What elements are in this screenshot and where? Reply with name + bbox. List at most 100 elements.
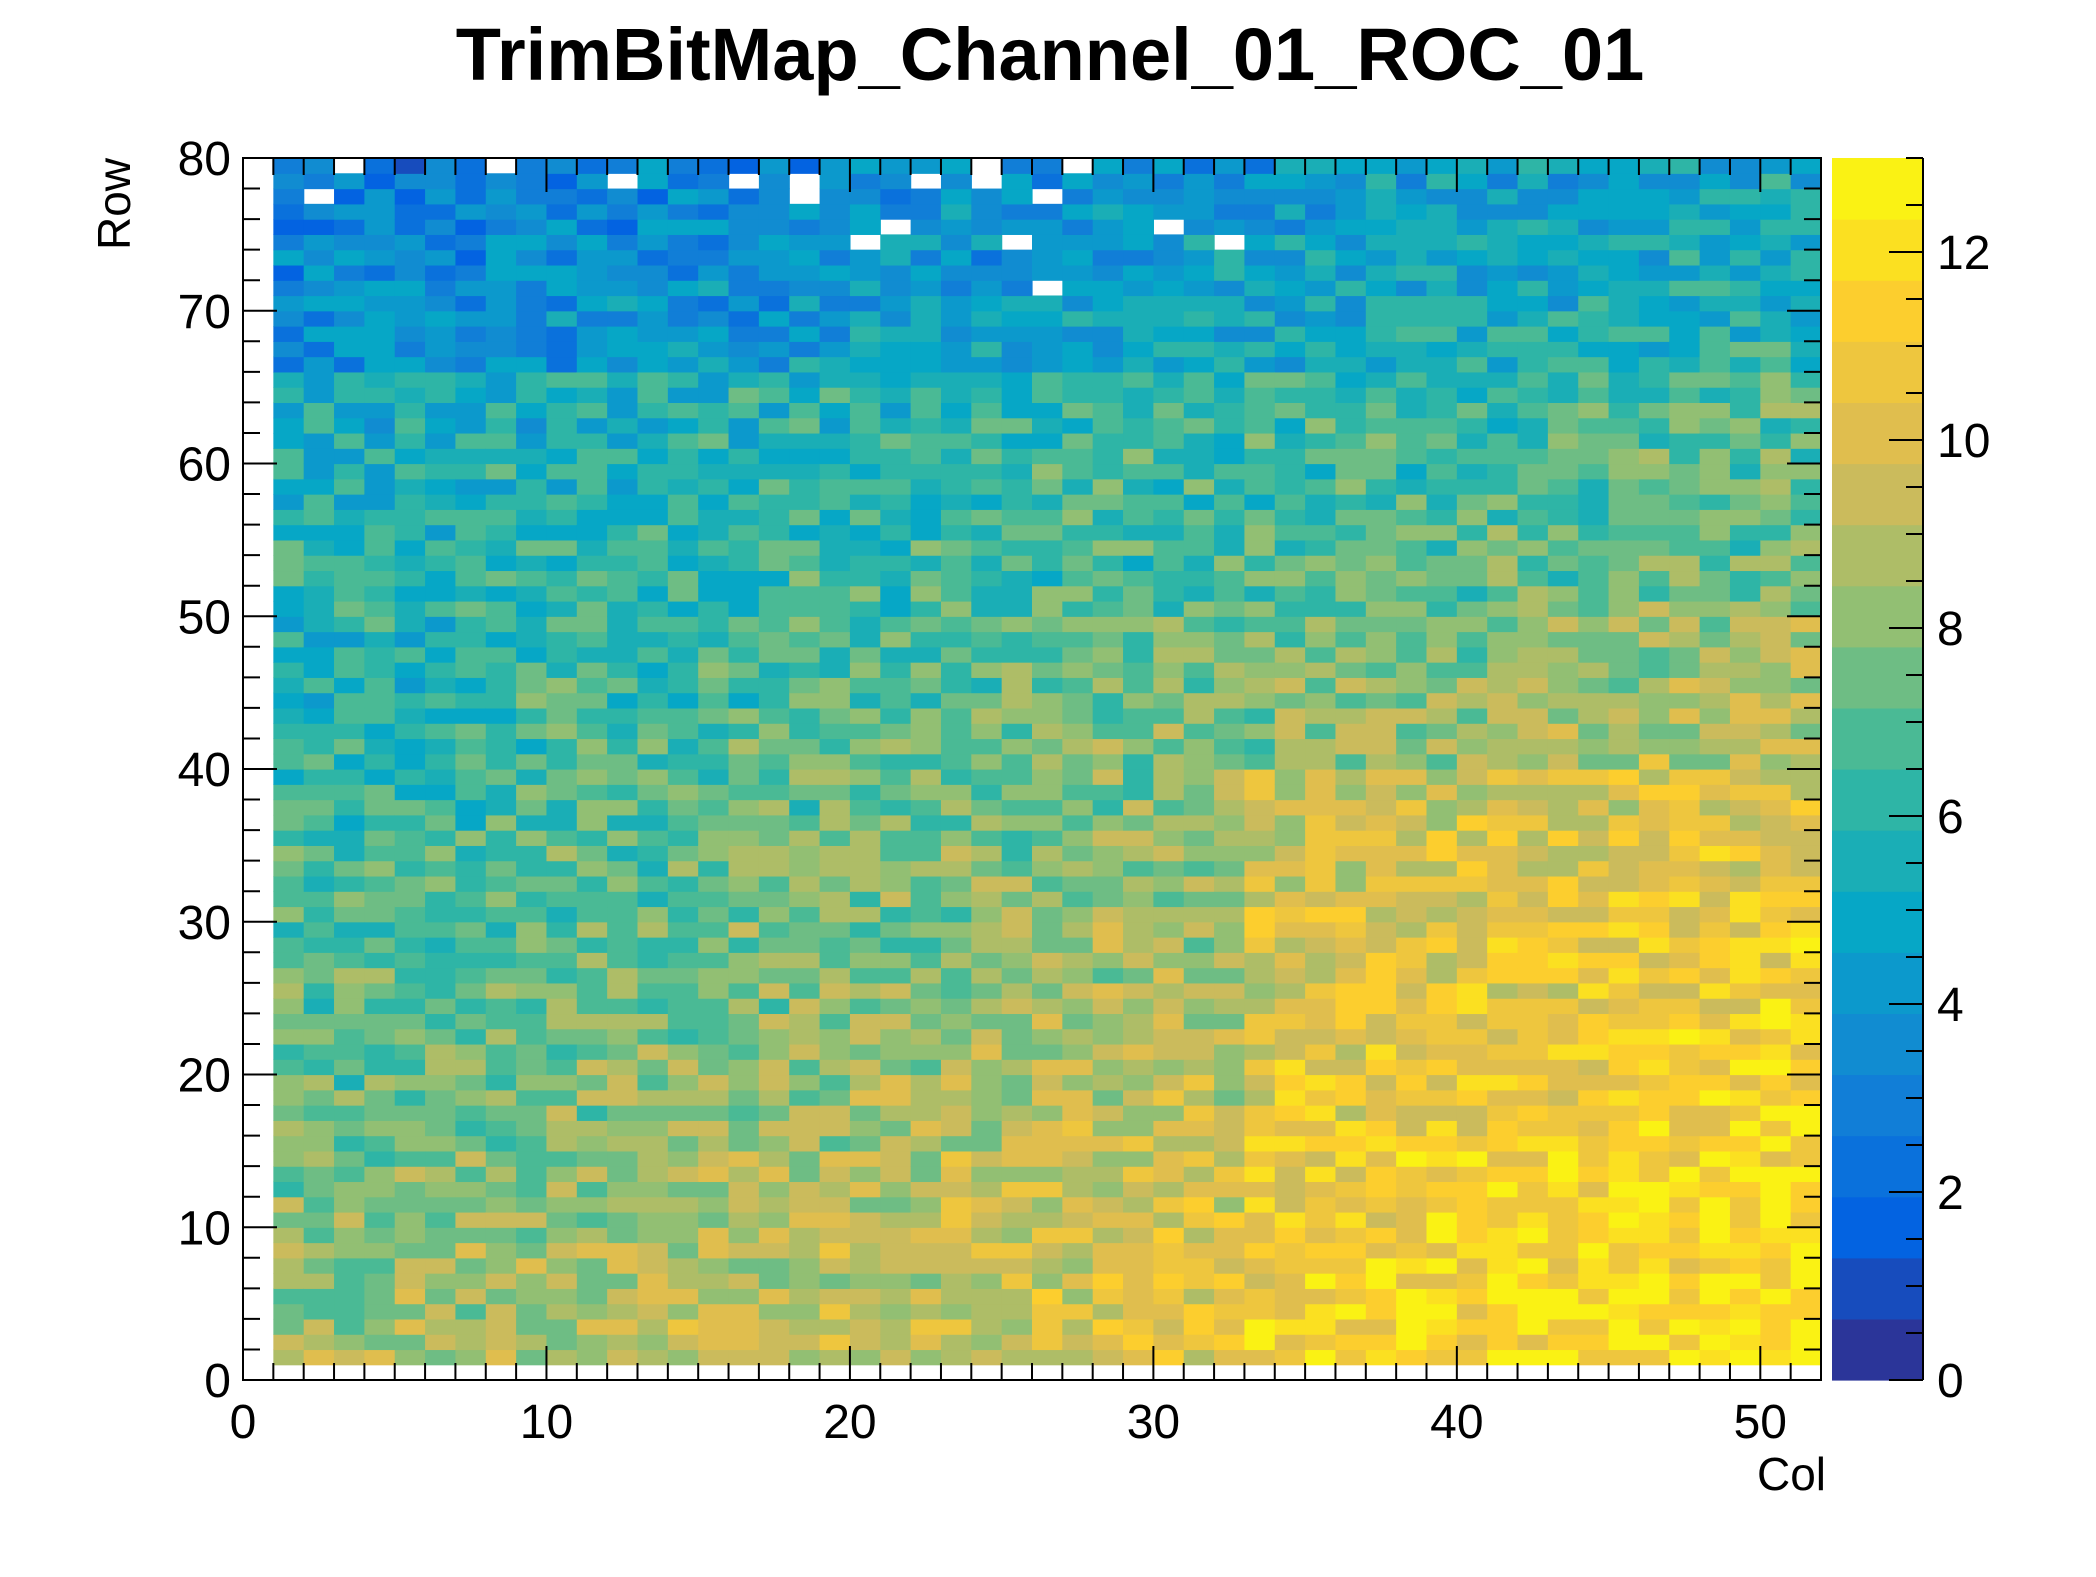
heatmap-cell [637,692,669,709]
heatmap-cell [364,998,396,1015]
heatmap-cell [425,570,457,587]
heatmap-cell [1396,1273,1428,1289]
heatmap-cell [1305,524,1337,541]
heatmap-cell [1335,219,1367,235]
heatmap-cell [1790,1288,1822,1305]
heatmap-cell [910,1334,942,1351]
heatmap-cell [546,723,578,740]
heatmap-cell [1396,524,1428,541]
heatmap-cell [789,875,821,892]
heatmap-cell [880,432,912,449]
heatmap-cell [546,860,578,877]
heatmap-cell [758,1181,790,1198]
heatmap-cell [1547,555,1579,572]
heatmap-cell [303,158,335,174]
heatmap-cell [1487,692,1519,709]
heatmap-cell [1092,707,1124,724]
heatmap-cell [303,524,335,541]
heatmap-cell [971,952,1003,969]
heatmap-cell [667,1074,699,1091]
heatmap-cell [1305,387,1337,403]
heatmap-cell [1578,371,1610,388]
heatmap-cell [516,1135,548,1152]
heatmap-cell [1365,616,1397,633]
heatmap-cell [819,264,851,281]
heatmap-cell [1547,769,1579,785]
heatmap-cell [1487,707,1519,724]
color-scale-swatch [1832,830,1923,892]
heatmap-cell [910,1150,942,1167]
heatmap-cell [698,677,730,694]
heatmap-cell [334,1227,365,1244]
heatmap-cell [1517,494,1549,510]
heatmap-cell [667,799,699,816]
heatmap-cell [1578,1105,1610,1121]
heatmap-cell [1729,158,1761,174]
heatmap-cell [819,326,851,342]
heatmap-cell [607,982,639,999]
heatmap-cell [1760,982,1792,999]
heatmap-cell [394,341,426,358]
heatmap-cell [1153,509,1185,526]
heatmap-cell [1214,937,1246,953]
heatmap-cell [667,203,699,220]
heatmap-cell [455,326,487,342]
heatmap-cell [971,1120,1003,1137]
heatmap-cell [1092,326,1124,342]
heatmap-cell [1578,967,1610,984]
heatmap-cell [607,1059,639,1076]
heatmap-cell [728,1135,760,1152]
heatmap-cell [1183,707,1215,724]
heatmap-cell [1456,234,1488,251]
heatmap-cell [1760,432,1792,449]
heatmap-cell [1790,982,1822,999]
heatmap-cell [485,707,517,724]
heatmap-cell [455,280,487,297]
heatmap-cell [1790,600,1822,617]
heatmap-cell [849,998,881,1015]
heatmap-cell [334,799,365,816]
heatmap-cell [1335,402,1367,419]
heatmap-cell [1426,952,1458,969]
heatmap-cell [576,1120,608,1137]
heatmap-cell [273,417,305,434]
heatmap-cell [1365,539,1397,556]
heatmap-cell [1092,539,1124,556]
heatmap-cell [334,555,365,572]
heatmap-cell [1274,1089,1306,1106]
heatmap-cell [516,769,548,785]
heatmap-cell [1699,631,1731,648]
heatmap-cell [1487,1089,1519,1106]
heatmap-cell [1153,188,1185,205]
heatmap-cell [516,539,548,556]
heatmap-cell [1274,234,1306,251]
heatmap-cell [880,1043,912,1060]
heatmap-cell [1365,830,1397,846]
heatmap-cell [849,1135,881,1152]
heatmap-cell [1396,1135,1428,1152]
heatmap-cell [1426,891,1458,908]
heatmap-cell [880,158,912,174]
heatmap-cell [1669,524,1701,541]
heatmap-cell [1608,203,1640,220]
heatmap-cell [880,509,912,526]
heatmap-cell [698,432,730,449]
heatmap-cell [1032,478,1063,495]
heatmap-cell [1032,341,1063,358]
heatmap-cell [1153,234,1185,251]
heatmap-cell [364,662,396,678]
heatmap-cell [576,692,608,709]
heatmap-cell [637,1028,669,1045]
heatmap-cell [758,371,790,388]
heatmap-cell [1608,631,1640,648]
heatmap-cell [1699,387,1731,403]
heatmap-cell [667,494,699,510]
heatmap-cell [576,539,608,556]
heatmap-cell [1274,1334,1306,1351]
heatmap-cell [607,1257,639,1274]
heatmap-cell [334,1288,365,1305]
heatmap-cell [1517,845,1549,862]
heatmap-cell [1123,264,1154,281]
heatmap-cell [1426,280,1458,297]
heatmap-cell [1578,616,1610,633]
